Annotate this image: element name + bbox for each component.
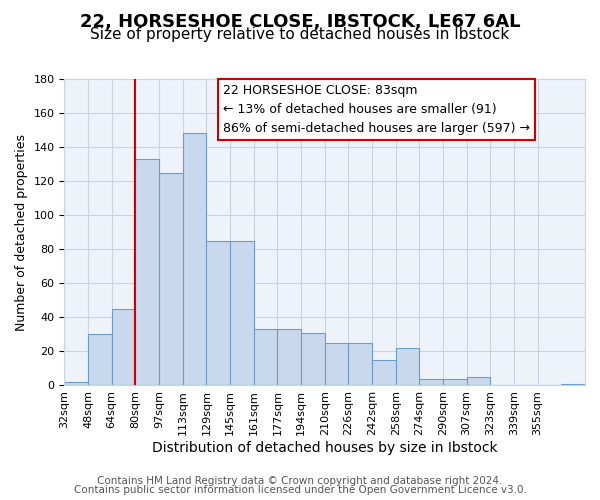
Bar	[277, 330, 301, 386]
Bar	[372, 360, 395, 386]
Y-axis label: Number of detached properties: Number of detached properties	[15, 134, 28, 330]
Bar	[112, 309, 136, 386]
Text: Contains HM Land Registry data © Crown copyright and database right 2024.: Contains HM Land Registry data © Crown c…	[97, 476, 503, 486]
Bar	[64, 382, 88, 386]
Text: Contains public sector information licensed under the Open Government Licence v3: Contains public sector information licen…	[74, 485, 526, 495]
Bar	[562, 384, 585, 386]
X-axis label: Distribution of detached houses by size in Ibstock: Distribution of detached houses by size …	[152, 441, 497, 455]
Bar	[349, 343, 372, 386]
Bar	[325, 343, 349, 386]
Bar	[183, 134, 206, 386]
Text: 22, HORSESHOE CLOSE, IBSTOCK, LE67 6AL: 22, HORSESHOE CLOSE, IBSTOCK, LE67 6AL	[80, 12, 520, 30]
Bar	[467, 377, 490, 386]
Text: Size of property relative to detached houses in Ibstock: Size of property relative to detached ho…	[91, 28, 509, 42]
Bar	[88, 334, 112, 386]
Bar	[206, 240, 230, 386]
Bar	[395, 348, 419, 386]
Bar	[443, 378, 467, 386]
Text: 22 HORSESHOE CLOSE: 83sqm
← 13% of detached houses are smaller (91)
86% of semi-: 22 HORSESHOE CLOSE: 83sqm ← 13% of detac…	[223, 84, 530, 134]
Bar	[254, 330, 277, 386]
Bar	[136, 159, 159, 386]
Bar	[301, 332, 325, 386]
Bar	[419, 378, 443, 386]
Bar	[230, 240, 254, 386]
Bar	[159, 172, 183, 386]
